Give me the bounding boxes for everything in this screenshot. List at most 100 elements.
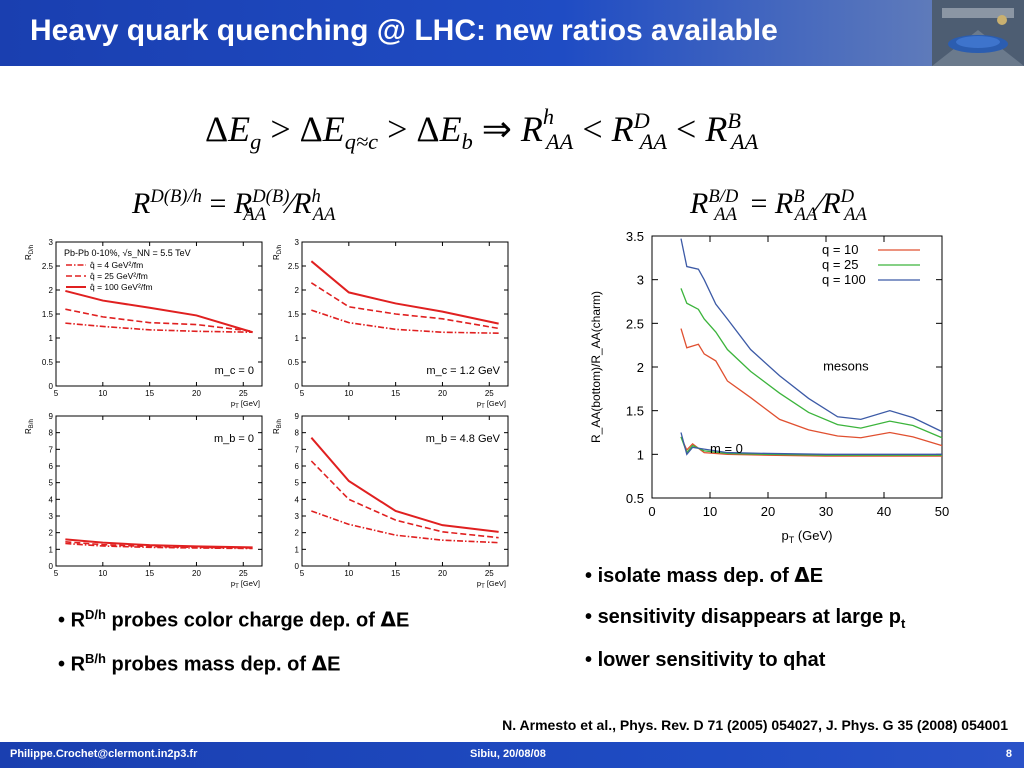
legend-entry: q = 25	[822, 257, 859, 272]
x-tick-label: 0	[648, 504, 655, 519]
y-tick-label: 3	[295, 238, 300, 247]
footer-event: Sibiu, 20/08/08	[470, 748, 546, 760]
y-tick-label: 2.5	[288, 262, 300, 271]
annotation-mesons: mesons	[823, 358, 869, 373]
x-tick-label: 15	[145, 389, 154, 398]
y-axis-label: RB/h	[24, 419, 35, 434]
bullet-rdh-color-charge: • RD/h probes color charge dep. of ΔE	[58, 607, 410, 632]
annotation-massless: m = 0	[710, 441, 743, 456]
chart-rdh-massive: 5 10 15 20 25 0 0.5 1 1.5 2 2.5 3 RD/h pT [GeV] m_c = …	[272, 238, 509, 410]
y-tick-label: 7	[295, 445, 300, 454]
series-line	[680, 238, 943, 433]
y-tick-label: 1.5	[626, 404, 644, 419]
plot-frame	[301, 415, 509, 567]
series-line	[310, 260, 499, 325]
slide-title: Heavy quark quenching @ LHC: new ratios …	[30, 14, 778, 47]
x-tick-label: 10	[344, 389, 353, 398]
y-tick-label: 1	[295, 545, 300, 554]
y-tick-label: 0	[49, 382, 54, 391]
y-tick-label: 2	[295, 286, 300, 295]
x-axis-label: pT (GeV)	[781, 528, 832, 545]
x-tick-label: 5	[300, 389, 305, 398]
panel-annotation: m_b = 0	[214, 433, 254, 445]
y-tick-label: 0.5	[288, 358, 300, 367]
x-tick-label: 10	[98, 389, 107, 398]
y-tick-label: 1.5	[288, 310, 300, 319]
y-axis-label: RB/h	[272, 419, 283, 434]
y-tick-label: 1	[637, 447, 644, 462]
series-line	[680, 288, 943, 439]
x-tick-label: 15	[391, 569, 400, 578]
y-tick-label: 2.5	[42, 262, 54, 271]
y-tick-label: 9	[295, 412, 300, 421]
legend-entry: q̂ = 4 GeV²/fm	[90, 260, 143, 270]
plot-frame	[651, 235, 943, 499]
y-axis-label: RD/h	[24, 245, 35, 260]
series-line	[65, 308, 253, 333]
y-tick-label: 3.5	[626, 229, 644, 244]
y-tick-label: 8	[49, 429, 54, 438]
y-tick-label: 9	[49, 412, 54, 421]
x-tick-label: 20	[761, 504, 775, 519]
x-tick-label: 25	[239, 389, 248, 398]
y-tick-label: 6	[49, 462, 54, 471]
ratio-definition-heavy-to-light: RD(B)/h = RD(B)AA ∕RhAA	[132, 186, 336, 225]
series-line	[65, 322, 253, 334]
y-tick-label: 0	[295, 382, 300, 391]
y-tick-label: 2	[295, 529, 300, 538]
x-tick-label: 15	[145, 569, 154, 578]
legend-entry: q̂ = 25 GeV²/fm	[90, 271, 148, 281]
legend-header: Pb-Pb 0-10%, √s_NN = 5.5 TeV	[64, 248, 191, 258]
y-tick-label: 3	[49, 512, 54, 521]
y-tick-label: 8	[295, 429, 300, 438]
y-tick-label: 1	[49, 545, 54, 554]
footer-email: Philippe.Crochet@clermont.in2p3.fr	[10, 748, 198, 760]
bullet-isolate-mass: • isolate mass dep. of ΔE	[585, 563, 824, 587]
y-axis-label: RD/h	[272, 245, 283, 260]
bullet-sensitivity-large-pt: • sensitivity disappears at large pt	[585, 606, 906, 631]
y-tick-label: 0.5	[626, 491, 644, 506]
x-tick-label: 30	[819, 504, 833, 519]
panel-annotation: m_c = 0	[215, 365, 254, 377]
y-tick-label: 1.5	[42, 310, 54, 319]
series-line	[680, 432, 942, 456]
x-axis-label: pT [GeV]	[477, 579, 506, 590]
y-tick-label: 0	[49, 562, 54, 571]
footer-page-number: 8	[1005, 748, 1012, 760]
x-tick-label: 15	[391, 389, 400, 398]
x-axis-label: pT [GeV]	[231, 579, 260, 590]
y-axis-label: R_AA(bottom)/R_AA(charm)	[589, 291, 603, 443]
chart-bottom-charm-ratio: 0 10 20 30 40 50 0.5 1 1.5 2 2.5 3 3.5 R_AA(bottom)/R…	[589, 229, 949, 545]
main-equation: ΔEg > ΔEq≈c > ΔEb ⇒ RhAA < RDAA < RBAA	[205, 104, 759, 155]
x-tick-label: 25	[485, 569, 494, 578]
y-tick-label: 1	[49, 334, 54, 343]
chart-rbh-massive: 5 10 15 20 25 0 1 2 3 4 5 6 7 8 9 RB/h pT [GeV] m_b = 4.8…	[272, 412, 509, 590]
header-photo-lhc-tunnel	[932, 0, 1024, 66]
y-tick-label: 5	[295, 479, 300, 488]
bullet-qhat-sensitivity: • lower sensitivity to qhat	[585, 649, 826, 671]
y-tick-label: 3	[637, 273, 644, 288]
slide-header: Heavy quark quenching @ LHC: new ratios …	[0, 0, 1024, 66]
y-tick-label: 0	[295, 562, 300, 571]
panel-annotation: m_c = 1.2 GeV	[426, 365, 500, 377]
series-line	[65, 538, 253, 549]
x-tick-label: 20	[438, 389, 447, 398]
series-line	[65, 289, 253, 334]
x-axis-label: pT [GeV]	[231, 399, 260, 410]
y-tick-label: 4	[295, 495, 300, 504]
x-axis-label: pT [GeV]	[477, 399, 506, 410]
series-line	[310, 437, 499, 533]
x-tick-label: 25	[239, 569, 248, 578]
slide-footer: Philippe.Crochet@clermont.in2p3.fr Sibiu…	[0, 742, 1024, 768]
y-tick-label: 0.5	[42, 358, 54, 367]
y-tick-label: 6	[295, 462, 300, 471]
x-tick-label: 50	[935, 504, 949, 519]
series-line	[680, 436, 942, 456]
x-tick-label: 5	[54, 389, 59, 398]
series-line	[310, 282, 499, 330]
series-line	[311, 309, 499, 334]
panel-annotation: m_b = 4.8 GeV	[426, 433, 501, 445]
reference-citation: N. Armesto et al., Phys. Rev. D 71 (2005…	[502, 717, 1008, 733]
x-tick-label: 10	[98, 569, 107, 578]
x-tick-label: 5	[54, 569, 59, 578]
